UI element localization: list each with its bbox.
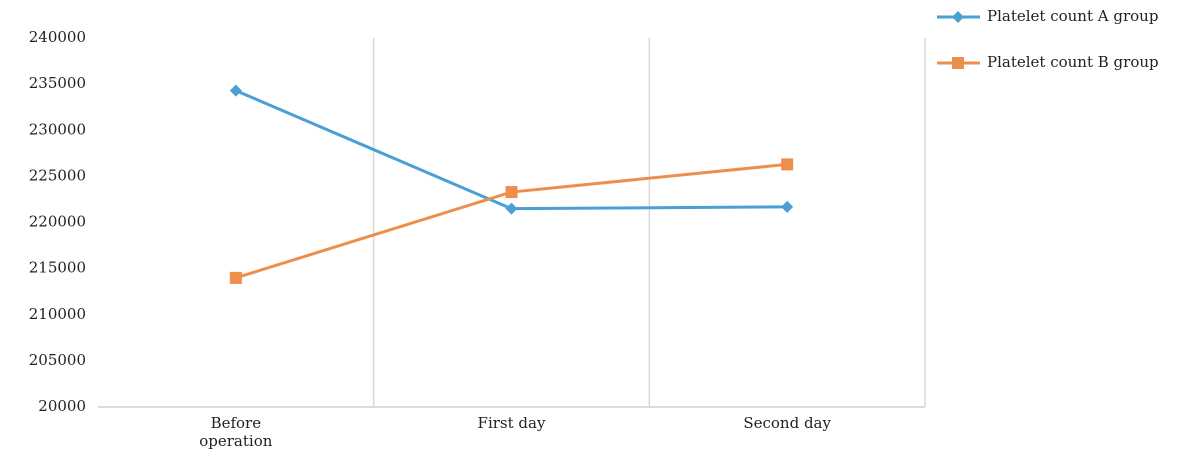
y-tick-label: 215000 bbox=[29, 259, 86, 277]
data-point bbox=[229, 271, 242, 284]
y-tick-label: 240000 bbox=[29, 28, 86, 46]
y-tick-label: 235000 bbox=[29, 74, 86, 92]
legend-label: Platelet count B group bbox=[987, 53, 1159, 71]
y-tick-label: 225000 bbox=[29, 166, 86, 184]
y-tick-label: 210000 bbox=[29, 305, 86, 323]
x-tick-label: First day bbox=[477, 414, 546, 432]
legend-swatch-marker bbox=[952, 57, 964, 69]
legend-label: Platelet count A group bbox=[987, 7, 1158, 25]
data-point bbox=[781, 200, 794, 213]
data-point bbox=[505, 186, 518, 199]
series-line bbox=[235, 162, 788, 280]
y-tick-label: 20000 bbox=[38, 397, 86, 415]
data-point bbox=[781, 158, 794, 171]
y-tick-label: 220000 bbox=[29, 213, 86, 231]
legend-swatch-marker bbox=[952, 11, 964, 23]
x-tick-label: Second day bbox=[743, 414, 831, 432]
data-point bbox=[505, 202, 518, 215]
x-tick-label: Before operation bbox=[199, 414, 273, 450]
y-tick-label: 230000 bbox=[29, 120, 86, 138]
y-tick-label: 205000 bbox=[29, 351, 86, 369]
data-point bbox=[229, 84, 242, 97]
